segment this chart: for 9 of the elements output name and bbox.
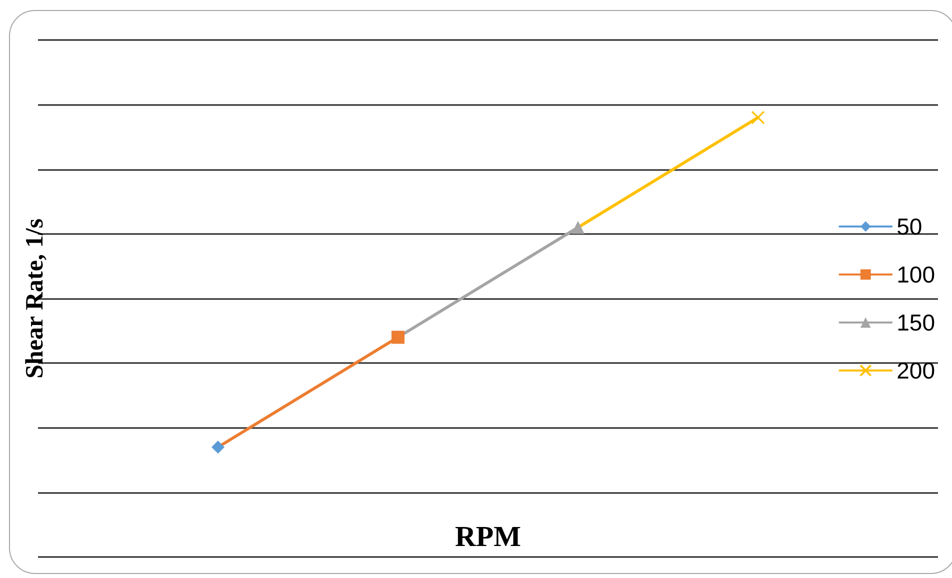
point (212, 440, 224, 454)
legend-label: 200 (896, 358, 935, 384)
legend-label: 50 (896, 214, 922, 240)
legend-label: 150 (896, 310, 935, 336)
x-axis-title: RPM (454, 521, 522, 553)
point (392, 330, 404, 344)
y-axis-title: Shear Rate, 1/s (22, 218, 48, 378)
point (751, 110, 765, 124)
legend-label: 100 (896, 262, 935, 288)
